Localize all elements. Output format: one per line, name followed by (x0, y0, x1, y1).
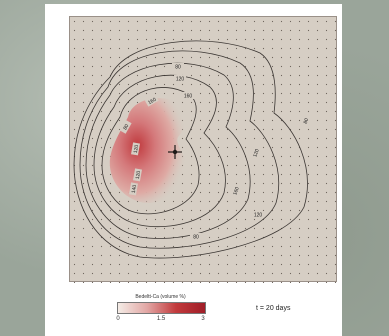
contour-label: 120 (254, 213, 263, 219)
legend-tick: 3 (201, 316, 205, 322)
contour-plot: 80 120 160 160 80 (70, 17, 338, 283)
contour-label: 80 (193, 235, 199, 241)
legend-tick: 0 (116, 316, 120, 322)
contour-line (85, 62, 251, 239)
injection-point-icon (168, 145, 182, 159)
color-legend: Bedeltt-Ca (volume %) 0 1.5 3 (113, 294, 208, 334)
contour-label: 80 (303, 117, 311, 124)
contour-label: 160 (184, 94, 193, 100)
contour-label: 120 (133, 144, 140, 153)
contour-label: 120 (135, 170, 142, 179)
contour-line (73, 40, 308, 259)
contour-map: 80 120 160 160 80 (69, 16, 338, 283)
contour-line (93, 74, 226, 228)
legend-colorbar (117, 302, 206, 314)
grid-points (70, 17, 338, 283)
contour-line (79, 50, 280, 249)
contour-label: 140 (131, 184, 138, 193)
contour-label: 80 (175, 65, 181, 71)
contour-label: 120 (252, 148, 261, 158)
figure-panel: 80 120 160 160 80 (45, 4, 342, 336)
contour-labels: 80 120 160 160 80 (119, 63, 311, 241)
contour-label: 120 (176, 77, 185, 83)
legend-title: Bedeltt-Ca (volume %) (135, 294, 186, 300)
contour-label: 80 (122, 123, 130, 131)
time-label: t = 20 days (256, 305, 291, 312)
legend-tick: 1.5 (156, 316, 166, 322)
contour-lines (73, 40, 308, 259)
contour-label: 160 (147, 97, 157, 106)
contour-label: 160 (232, 186, 241, 196)
